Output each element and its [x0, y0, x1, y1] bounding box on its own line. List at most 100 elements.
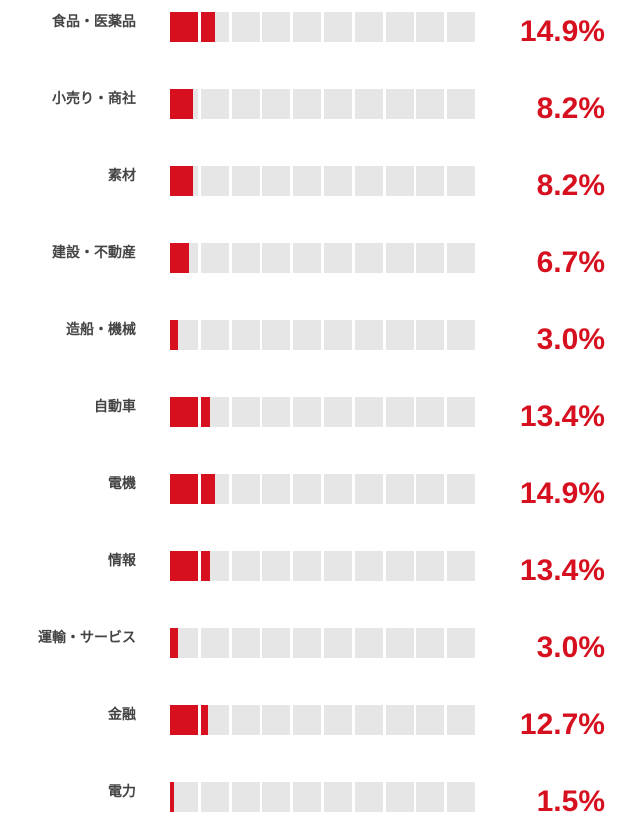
bar-segment — [293, 628, 322, 658]
bar-segment — [447, 12, 476, 42]
value-label: 13.4% — [519, 554, 605, 587]
bar-segment — [170, 397, 198, 427]
category-label: 食品・医薬品 — [52, 14, 136, 30]
bar-segment — [293, 12, 322, 42]
bar-segment — [200, 89, 229, 119]
bar-fill — [170, 320, 179, 350]
bar-segment — [324, 12, 352, 42]
bar-segment — [170, 320, 198, 350]
bar-segment — [170, 705, 198, 735]
chart-row: 建設・不動産 6.7% — [0, 243, 619, 283]
bar-fill — [170, 397, 198, 427]
bar-segment — [354, 474, 383, 504]
bar-segment — [324, 89, 352, 119]
bar-segment — [293, 89, 322, 119]
bar-fill — [200, 12, 215, 42]
chart-row: 食品・医薬品 14.9% — [0, 12, 619, 52]
bar-segment — [293, 474, 322, 504]
category-label: 金融 — [108, 707, 136, 723]
bar-segment — [416, 89, 445, 119]
bar-segment — [447, 705, 476, 735]
bar-segment — [200, 12, 229, 42]
bar-segment — [324, 243, 352, 273]
bar-segment — [324, 320, 352, 350]
category-label: 運輸・サービス — [38, 630, 136, 646]
bar-segment — [385, 12, 414, 42]
bar-segment — [324, 782, 352, 812]
bar-track — [170, 782, 476, 812]
bar-segment — [416, 705, 445, 735]
bar-track — [170, 628, 476, 658]
value-label: 8.2% — [536, 169, 605, 202]
bar-segment — [231, 320, 260, 350]
bar-segment — [385, 474, 414, 504]
bar-segment — [200, 397, 229, 427]
bar-segment — [262, 243, 291, 273]
bar-segment — [416, 166, 445, 196]
bar-segment — [447, 474, 476, 504]
bar-segment — [170, 474, 198, 504]
bar-segment — [293, 397, 322, 427]
bar-segment — [385, 782, 414, 812]
bar-segment — [354, 705, 383, 735]
bar-segment — [354, 89, 383, 119]
bar-segment — [231, 12, 260, 42]
bar-segment — [447, 551, 476, 581]
chart-row: 小売り・商社 8.2% — [0, 89, 619, 129]
bar-segment — [231, 89, 260, 119]
bar-segment — [200, 551, 229, 581]
chart-row: 情報 13.4% — [0, 551, 619, 591]
bar-segment — [293, 320, 322, 350]
bar-segment — [324, 397, 352, 427]
bar-segment — [262, 12, 291, 42]
category-label: 小売り・商社 — [52, 91, 136, 107]
bar-segment — [385, 397, 414, 427]
bar-segment — [324, 705, 352, 735]
chart-row: 電力 1.5% — [0, 782, 619, 822]
value-label: 14.9% — [519, 15, 605, 48]
chart-row: 金融 12.7% — [0, 705, 619, 745]
bar-segment — [262, 166, 291, 196]
bar-segment — [293, 243, 322, 273]
bar-segment — [170, 243, 198, 273]
bar-track — [170, 551, 476, 581]
bar-fill — [200, 474, 215, 504]
bar-fill — [170, 243, 189, 273]
chart-row: 造船・機械 3.0% — [0, 320, 619, 360]
category-label: 電機 — [108, 476, 136, 492]
bar-segment — [262, 551, 291, 581]
chart-row: 自動車 13.4% — [0, 397, 619, 437]
bar-segment — [416, 782, 445, 812]
bar-segment — [447, 89, 476, 119]
bar-segment — [170, 628, 198, 658]
bar-segment — [200, 705, 229, 735]
bar-segment — [200, 320, 229, 350]
bar-fill — [170, 89, 193, 119]
bar-track — [170, 166, 476, 196]
bar-segment — [354, 166, 383, 196]
bar-segment — [385, 705, 414, 735]
bar-segment — [262, 89, 291, 119]
bar-track — [170, 320, 476, 350]
category-label: 造船・機械 — [66, 322, 136, 338]
bar-fill — [170, 166, 193, 196]
bar-segment — [262, 474, 291, 504]
bar-segment — [170, 782, 198, 812]
bar-fill — [170, 705, 198, 735]
value-label: 6.7% — [536, 246, 605, 279]
bar-fill — [170, 474, 198, 504]
bar-segment — [262, 320, 291, 350]
bar-segment — [416, 628, 445, 658]
bar-segment — [354, 243, 383, 273]
bar-segment — [447, 320, 476, 350]
bar-segment — [293, 705, 322, 735]
bar-segment — [385, 166, 414, 196]
bar-segment — [231, 705, 260, 735]
bar-segment — [231, 243, 260, 273]
bar-segment — [170, 12, 198, 42]
bar-segment — [324, 474, 352, 504]
bar-segment — [324, 166, 352, 196]
bar-segment — [354, 782, 383, 812]
category-label: 建設・不動産 — [52, 245, 136, 261]
bar-segment — [324, 551, 352, 581]
